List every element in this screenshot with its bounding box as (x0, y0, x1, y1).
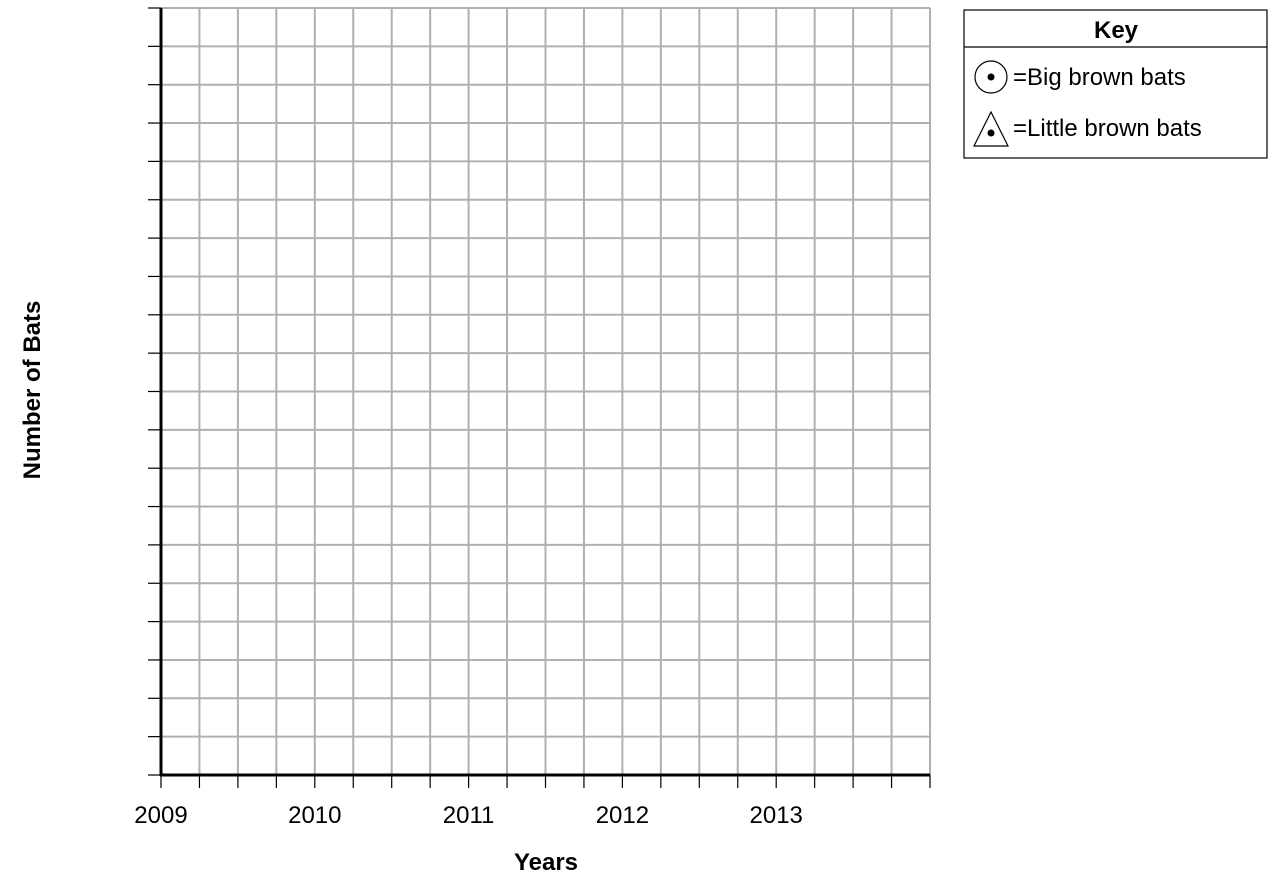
axes (159, 8, 930, 777)
legend: Key =Big brown bats =Little brown bats (963, 9, 1268, 159)
legend-label-big-brown: =Big brown bats (1013, 64, 1186, 91)
legend-box (963, 9, 1268, 159)
x-tick-labels: 2009 2010 2011 2012 2013 (134, 802, 803, 829)
x-tick-label: 2010 (288, 802, 341, 829)
triangle-dot-icon (973, 110, 1009, 147)
grid (161, 7, 931, 775)
axis-ticks (148, 7, 931, 788)
x-tick-label: 2009 (134, 802, 187, 829)
legend-title: Key (1094, 17, 1139, 44)
circle-dot-icon (974, 60, 1008, 94)
x-tick-label: 2012 (596, 802, 649, 829)
y-axis-title: Number of Bats (19, 301, 46, 480)
x-axis-title: Years (514, 849, 578, 876)
x-tick-label: 2013 (750, 802, 803, 829)
legend-label-little-brown: =Little brown bats (1013, 115, 1202, 142)
x-tick-label: 2011 (443, 802, 495, 829)
